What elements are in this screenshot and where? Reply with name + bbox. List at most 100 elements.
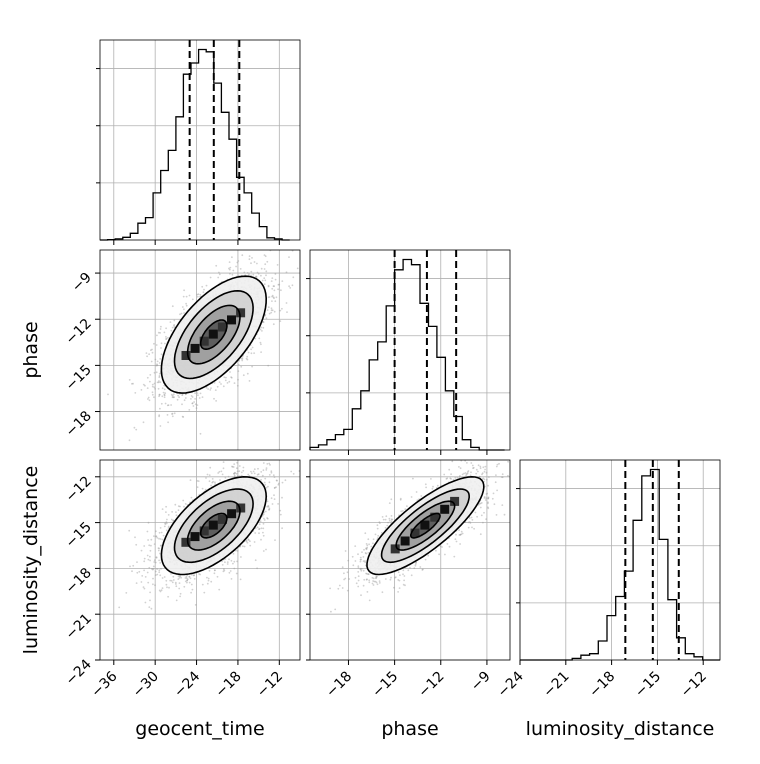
sample-point [282, 482, 284, 484]
sample-point [254, 532, 256, 534]
sample-point [193, 574, 195, 576]
sample-point [289, 287, 291, 289]
sample-point [158, 547, 160, 549]
sample-point [165, 523, 167, 525]
sample-point [275, 279, 277, 281]
sample-point [197, 392, 199, 394]
sample-point [154, 559, 156, 561]
sample-point [249, 255, 251, 257]
sample-point [145, 576, 147, 578]
sample-point [209, 480, 211, 482]
sample-point [159, 532, 161, 534]
sample-point [253, 352, 255, 354]
sample-point [269, 313, 271, 315]
sample-point [118, 607, 120, 609]
sample-point [274, 300, 276, 302]
sample-point [134, 536, 136, 538]
sample-point [215, 389, 217, 391]
sample-point [188, 409, 190, 411]
sample-point [241, 254, 243, 256]
sample-point [149, 374, 151, 376]
sample-point [280, 514, 282, 516]
sample-point [158, 550, 160, 552]
sample-point [166, 586, 168, 588]
sample-point [159, 358, 161, 360]
sample-point [195, 403, 197, 405]
sample-point [154, 584, 156, 586]
sample-point [256, 567, 258, 569]
sample-point [187, 578, 189, 580]
sample-point [162, 539, 164, 541]
sample-point [135, 429, 137, 431]
sample-point [254, 541, 256, 543]
sample-point [273, 474, 275, 476]
sample-point [147, 387, 149, 389]
sample-point [246, 358, 248, 360]
sample-point [222, 474, 224, 476]
sample-point [237, 550, 239, 552]
sample-point [219, 471, 221, 473]
sample-point [167, 337, 169, 339]
sample-point [257, 526, 259, 528]
sample-point [202, 488, 204, 490]
sample-point [233, 553, 235, 555]
sample-point [260, 539, 262, 541]
sample-point [243, 467, 245, 469]
sample-point [177, 399, 179, 401]
sample-point [152, 384, 154, 386]
sample-point [162, 577, 164, 579]
sample-point [174, 504, 176, 506]
sample-point [160, 527, 162, 529]
sample-point [227, 382, 229, 384]
sample-point [219, 274, 221, 276]
sample-point [172, 395, 174, 397]
sample-point [232, 270, 234, 272]
sample-point [143, 421, 145, 423]
sample-point [237, 471, 239, 473]
sample-point [151, 568, 153, 570]
sample-point [269, 481, 271, 483]
sample-point [179, 506, 181, 508]
sample-point [263, 321, 265, 323]
sample-point [225, 477, 227, 479]
sample-point [267, 365, 269, 367]
sample-point [147, 377, 149, 379]
sample-point [237, 260, 239, 262]
sample-point [199, 397, 201, 399]
sample-point [156, 344, 158, 346]
sample-point [172, 582, 174, 584]
sample-point [273, 323, 275, 325]
sample-point [156, 574, 158, 576]
sample-point [251, 472, 253, 474]
sample-point [165, 506, 167, 508]
sample-point [228, 558, 230, 560]
sample-point [234, 382, 236, 384]
sample-point [167, 414, 169, 416]
sample-point [159, 590, 161, 592]
sample-point [158, 376, 160, 378]
sample-point [240, 556, 242, 558]
sample-point [164, 526, 166, 528]
sample-point [207, 474, 209, 476]
sample-point [214, 382, 216, 384]
sample-point [233, 568, 235, 570]
sample-point [144, 588, 146, 590]
sample-point [155, 571, 157, 573]
sample-point [154, 383, 156, 385]
sample-point [258, 273, 260, 275]
sample-point [170, 404, 172, 406]
sample-point [169, 580, 171, 582]
sample-point [231, 560, 233, 562]
density-core-bin [209, 330, 218, 339]
sample-point [236, 462, 238, 464]
sample-point [265, 469, 267, 471]
sample-point [152, 578, 154, 580]
sample-point [193, 401, 195, 403]
sample-point [275, 273, 277, 275]
sample-point [199, 574, 201, 576]
sample-point [166, 530, 168, 532]
sample-point [223, 385, 225, 387]
sample-point [154, 388, 156, 390]
sample-point [168, 514, 170, 516]
